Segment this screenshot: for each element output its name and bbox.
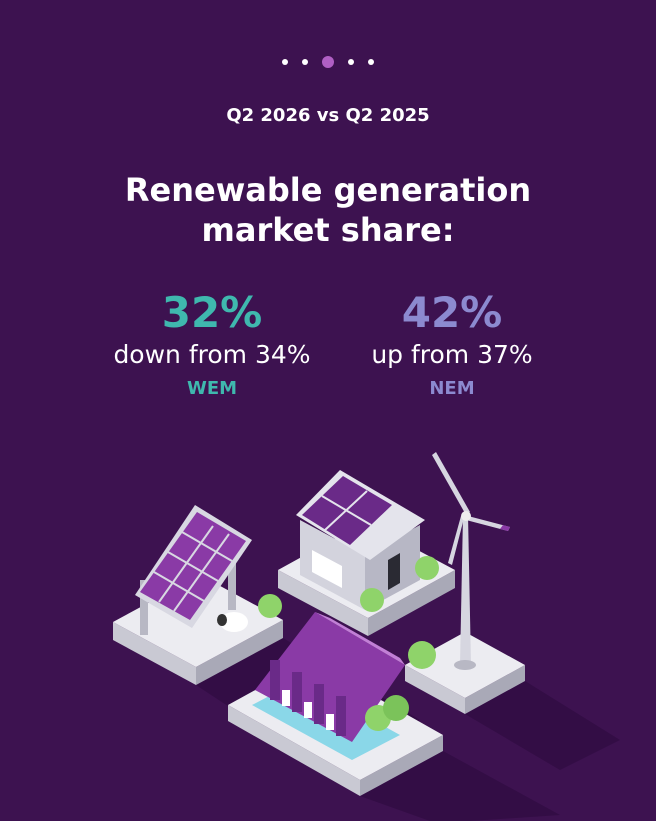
stat-value: 32% [161, 288, 263, 337]
stat-value: 42% [401, 288, 503, 337]
turbine-platform [405, 452, 525, 714]
page-dot-active[interactable] [322, 55, 334, 68]
page-dot[interactable] [302, 58, 308, 65]
page-dot[interactable] [348, 58, 354, 65]
title: Renewable generation market share: [0, 170, 656, 250]
stat-market: NEM [429, 378, 475, 399]
dam-platform [228, 612, 443, 796]
shadow [196, 638, 420, 780]
stat-change: up from 37% [371, 340, 533, 369]
shadow [465, 681, 620, 770]
title-line: Renewable generation [124, 171, 532, 209]
pagination [0, 51, 656, 70]
page-dot[interactable] [282, 58, 288, 65]
stat-market: WEM [186, 378, 238, 399]
title-line: market share: [201, 211, 455, 249]
shadow [360, 751, 560, 821]
solar-platform [113, 505, 283, 685]
stat: 32% down from 34% WEM [82, 288, 342, 406]
house-platform [278, 470, 455, 636]
stat: 42% up from 37% NEM [322, 288, 582, 406]
page-dot[interactable] [368, 58, 374, 65]
subtitle: Q2 2026 vs Q2 2025 [226, 105, 430, 126]
stat-change: down from 34% [113, 340, 311, 369]
